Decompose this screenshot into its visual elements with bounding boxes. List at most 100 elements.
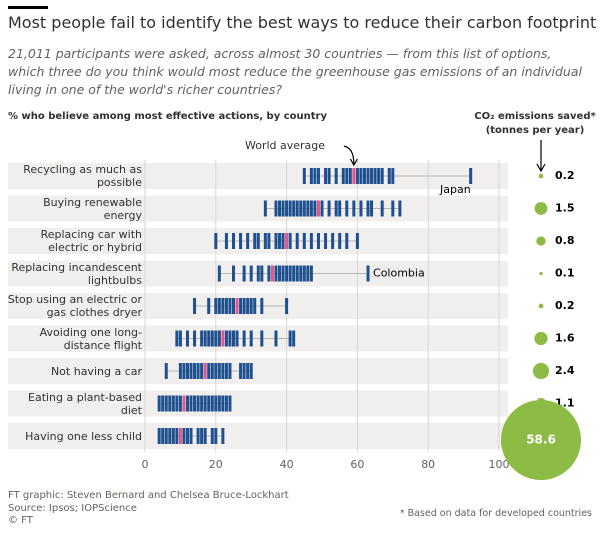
country-tick [232,265,235,282]
country-tick [207,330,211,347]
x-tick-label: 20 [209,458,223,471]
country-tick [161,428,165,444]
country-tick [362,168,366,184]
country-tick [239,233,243,249]
copyright: © FT [8,515,33,526]
row-label: Not having a car [50,364,142,378]
subtitle: 21,011 participants were asked, across a… [8,46,582,97]
country-tick [246,298,250,314]
country-tick [214,330,218,347]
country-tick [185,428,189,444]
country-tick [214,233,218,249]
country-tick [203,428,207,444]
average-tick [235,298,239,314]
country-tick [164,395,168,412]
row-label: Eating a plant-based diet [28,390,142,417]
country-tick [214,395,218,412]
country-tick [207,395,211,412]
country-tick [193,330,197,347]
country-tick [302,168,306,184]
country-tick [313,168,317,184]
average-tick [178,428,182,444]
country-tick [200,363,204,379]
country-label: Japan [439,183,471,196]
x-tick-label: 0 [142,458,149,471]
country-tick [359,200,363,217]
country-tick [249,330,253,347]
row-label: Stop using an electric or gas clothes dr… [7,293,142,319]
country-tick [168,395,172,412]
average-tick [316,200,320,217]
country-tick [267,265,271,282]
country-tick [207,363,211,379]
country-tick [331,233,335,249]
chart-title: Most people fail to identify the best wa… [8,13,597,32]
co2-bubble [534,202,548,215]
country-tick [391,200,395,217]
average-tick [221,330,225,347]
country-tick [207,298,211,314]
country-tick [249,265,253,282]
country-tick [288,330,292,347]
country-tick [157,428,161,444]
country-tick [178,330,182,347]
country-tick [256,233,260,249]
country-tick [320,200,324,217]
average-label: World average [245,139,326,152]
country-tick [288,200,292,217]
co2-bubble [536,236,546,246]
country-tick [242,298,246,314]
row-label: Avoiding one long-distance flight [39,325,142,352]
country-tick [281,265,285,282]
country-tick [221,428,225,444]
country-tick [260,298,264,314]
country-tick [171,428,175,444]
country-tick [306,265,310,282]
country-tick [217,265,221,282]
country-tick [175,428,179,444]
country-tick [345,233,349,249]
country-tick [352,200,356,217]
country-tick [299,265,303,282]
country-tick [185,395,189,412]
country-tick [295,233,299,249]
average-tick [203,363,207,379]
country-tick [302,233,306,249]
country-tick [232,233,235,249]
country-tick [246,233,250,249]
country-tick [217,395,221,412]
country-tick [348,168,352,184]
country-tick [228,395,232,412]
country-tick [260,330,264,347]
country-tick [196,363,200,379]
bubble-unit: (tonnes per year) [485,125,585,136]
country-tick [185,330,189,347]
co2-bubble [532,362,550,380]
country-tick [377,168,381,184]
co2-bubble [538,173,544,179]
country-tick [210,363,214,379]
country-tick [359,168,363,184]
country-tick [228,298,232,314]
row-label: Having one less child [25,429,142,443]
average-tick [352,168,356,184]
country-tick [189,428,193,444]
country-tick [292,265,296,282]
co2-bubble [501,400,581,480]
country-tick [185,363,189,379]
country-tick [274,265,278,282]
country-tick [178,363,182,379]
country-tick [203,395,207,412]
average-arrow [343,145,358,167]
x-tick-label: 100 [489,458,510,471]
country-tick [285,200,289,217]
country-tick [380,200,384,217]
country-tick [278,200,282,217]
country-tick [246,363,250,379]
average-tick [270,265,274,282]
co2-label: 0.2 [555,169,575,182]
country-tick [324,168,328,184]
country-tick [217,330,221,347]
